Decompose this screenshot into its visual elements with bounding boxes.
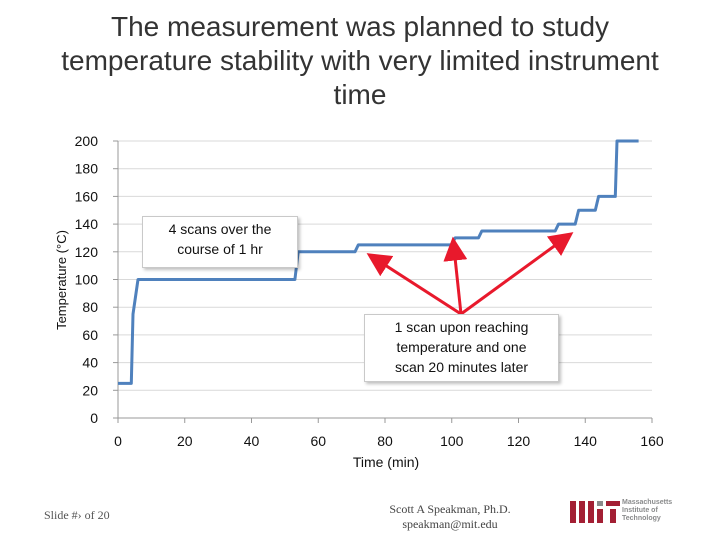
callout-arrow	[460, 232, 574, 316]
callout-arrow	[366, 253, 462, 316]
x-tick-label: 160	[640, 433, 664, 449]
x-tick-label: 20	[177, 433, 193, 449]
slide-title: The measurement was planned to study tem…	[61, 11, 659, 110]
y-tick-label: 180	[75, 161, 99, 177]
y-tick-label: 160	[75, 188, 99, 204]
tick-labels: 0 20 40 60 80 100 120 140 160 180 200 0 20 40 60 80 100 1…	[75, 133, 664, 449]
y-tick-label: 200	[75, 133, 99, 149]
y-tick-label: 120	[75, 244, 99, 260]
author-email: speakman@mit.edu	[402, 517, 498, 531]
callout-scan-reaching-temperature: 1 scan upon reaching temperature and one…	[364, 314, 559, 382]
author-name: Scott A Speakman, Ph.D.	[389, 502, 511, 516]
y-tick-label: 80	[82, 299, 98, 315]
axes	[113, 140, 653, 423]
y-axis-label: Temperature (°C)	[54, 230, 69, 330]
mit-logo	[570, 501, 620, 523]
x-tick-label: 140	[574, 433, 598, 449]
x-tick-label: 80	[377, 433, 393, 449]
gridlines	[118, 140, 652, 391]
y-tick-label: 0	[90, 410, 98, 426]
y-tick-label: 100	[75, 272, 99, 288]
x-tick-label: 100	[440, 433, 464, 449]
x-tick-label: 60	[310, 433, 326, 449]
temperature-series-line	[118, 139, 639, 385]
series-layer	[118, 139, 639, 385]
x-tick-label: 0	[114, 433, 122, 449]
x-axis-label: Time (min)	[353, 454, 419, 470]
author-info: Scott A Speakman, Ph.D. speakman@mit.edu	[360, 502, 540, 532]
x-tick-label: 40	[244, 433, 260, 449]
mit-wordmark: Massachusetts Institute of Technology	[622, 499, 673, 522]
callout-arrow	[443, 236, 468, 315]
y-tick-label: 140	[75, 216, 99, 232]
y-tick-label: 20	[82, 382, 98, 398]
slide-number: Slide #› of 20	[44, 508, 110, 522]
y-tick-label: 40	[82, 355, 98, 371]
y-tick-label: 60	[82, 327, 98, 343]
callout-four-scans: 4 scans over the course of 1 hr	[142, 216, 298, 268]
arrows	[366, 232, 574, 316]
x-tick-label: 120	[507, 433, 531, 449]
